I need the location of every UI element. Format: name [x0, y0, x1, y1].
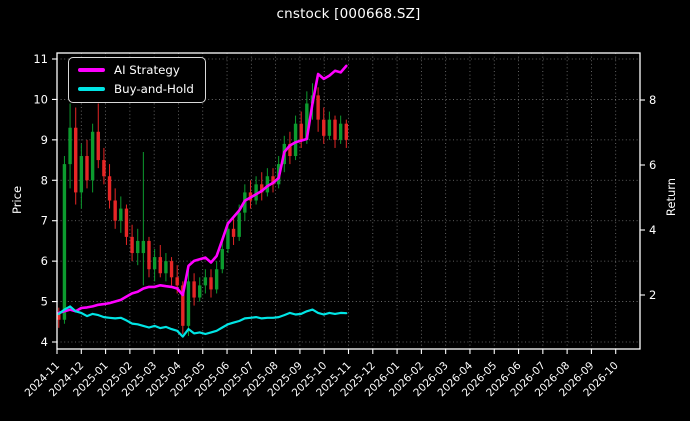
legend-label: AI Strategy: [114, 63, 180, 77]
candle-body: [198, 285, 202, 298]
candle-body: [102, 160, 106, 177]
candle-body: [107, 176, 112, 201]
candle-body: [305, 103, 309, 140]
candle-body: [260, 184, 264, 193]
price-tick-label: 11: [33, 52, 48, 66]
candle-body: [124, 208, 129, 237]
price-tick-label: 10: [33, 92, 48, 106]
candle-body: [203, 277, 208, 286]
price-tick-label: 5: [41, 295, 48, 309]
price-tick-label: 9: [41, 133, 48, 147]
return-tick-label: 8: [649, 93, 656, 107]
price-tick-label: 4: [41, 335, 48, 349]
candle-body: [231, 228, 236, 237]
candle-body: [119, 208, 123, 221]
candle-body: [136, 240, 140, 254]
candle-body: [175, 277, 179, 286]
return-tick-label: 6: [649, 158, 656, 172]
candle-body: [113, 200, 117, 221]
candle-body: [147, 240, 151, 270]
candle-body: [237, 212, 241, 237]
candle-body: [57, 313, 61, 320]
ai-strategy-line-swatch: [78, 68, 105, 72]
candle-body: [181, 285, 185, 326]
candle-body: [130, 236, 134, 254]
candle-body: [226, 228, 230, 250]
candle-body: [344, 123, 348, 140]
candle-body: [96, 131, 100, 161]
candle-body: [74, 127, 78, 193]
candle-body: [186, 281, 191, 326]
candle-body: [288, 143, 292, 157]
candle-body: [152, 257, 157, 270]
legend-label: Buy-and-Hold: [114, 82, 194, 96]
price-tick-label: 6: [41, 254, 48, 268]
y-axis-label-price: Price: [10, 185, 24, 215]
candle-body: [85, 156, 89, 181]
price-tick-label: 8: [41, 173, 48, 187]
candle-body: [220, 249, 224, 270]
candle-body: [327, 119, 332, 136]
candle-body: [68, 127, 72, 165]
candle-body: [90, 131, 95, 181]
candle-body: [254, 184, 258, 201]
candle-body: [316, 95, 320, 120]
candle-body: [214, 269, 219, 290]
chart-title: cnstock [000668.SZ]: [276, 6, 421, 22]
candle-body: [338, 123, 343, 140]
candle-body: [164, 261, 168, 274]
candle-body: [158, 257, 162, 274]
candle-body: [169, 261, 174, 278]
buy-and-hold-line: [57, 305, 348, 338]
legend-item-ai-strategy: AI Strategy: [78, 63, 194, 77]
candle-body: [293, 123, 298, 157]
legend-item-buy-and-hold: Buy-and-Hold: [78, 82, 194, 96]
candle-body: [299, 123, 303, 140]
candle-body: [333, 119, 337, 140]
candle-body: [209, 277, 213, 290]
price-tick-label: 7: [41, 214, 48, 228]
candle-body: [265, 176, 270, 193]
ai-strategy-line: [57, 64, 348, 315]
return-tick-label: 4: [649, 223, 656, 237]
y-axis-label-return: Return: [664, 177, 678, 217]
legend: AI Strategy Buy-and-Hold: [68, 57, 206, 103]
candle-body: [141, 240, 146, 254]
candle-body: [79, 156, 84, 193]
buy-and-hold-line-swatch: [78, 87, 105, 91]
return-tick-label: 2: [649, 288, 656, 302]
candle-body: [271, 176, 275, 185]
candle-body: [322, 119, 326, 136]
candle-body: [192, 281, 196, 298]
candle-body: [62, 164, 67, 320]
